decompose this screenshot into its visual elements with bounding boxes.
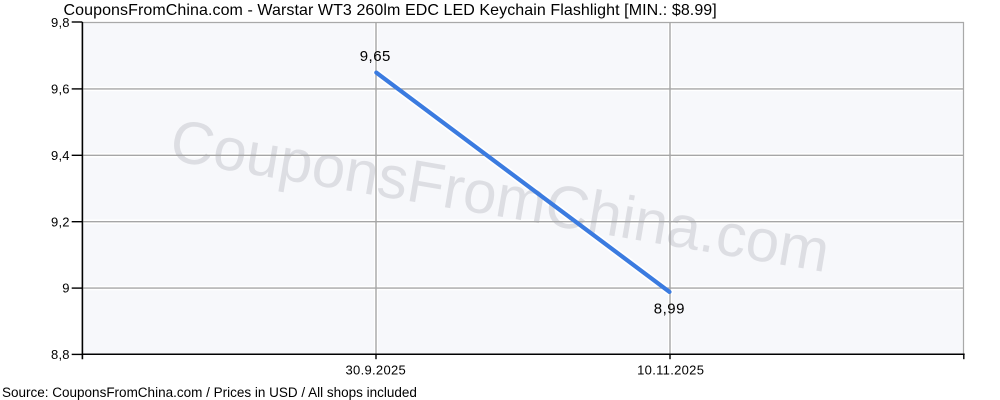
svg-text:CouponsFromChina.com - Warstar: CouponsFromChina.com - Warstar WT3 260lm… bbox=[64, 2, 717, 19]
svg-text:9,6: 9,6 bbox=[51, 82, 70, 97]
svg-text:10.11.2025: 10.11.2025 bbox=[637, 362, 704, 377]
svg-text:9,8: 9,8 bbox=[51, 15, 70, 30]
svg-text:9: 9 bbox=[62, 281, 69, 296]
svg-text:Source: CouponsFromChina.com /: Source: CouponsFromChina.com / Prices in… bbox=[2, 385, 417, 400]
svg-text:9,4: 9,4 bbox=[51, 148, 70, 163]
svg-text:9,2: 9,2 bbox=[51, 214, 70, 229]
svg-text:30.9.2025: 30.9.2025 bbox=[346, 362, 407, 377]
svg-text:9,65: 9,65 bbox=[360, 48, 391, 65]
svg-text:8,99: 8,99 bbox=[654, 301, 685, 318]
svg-text:8,8: 8,8 bbox=[51, 347, 70, 362]
